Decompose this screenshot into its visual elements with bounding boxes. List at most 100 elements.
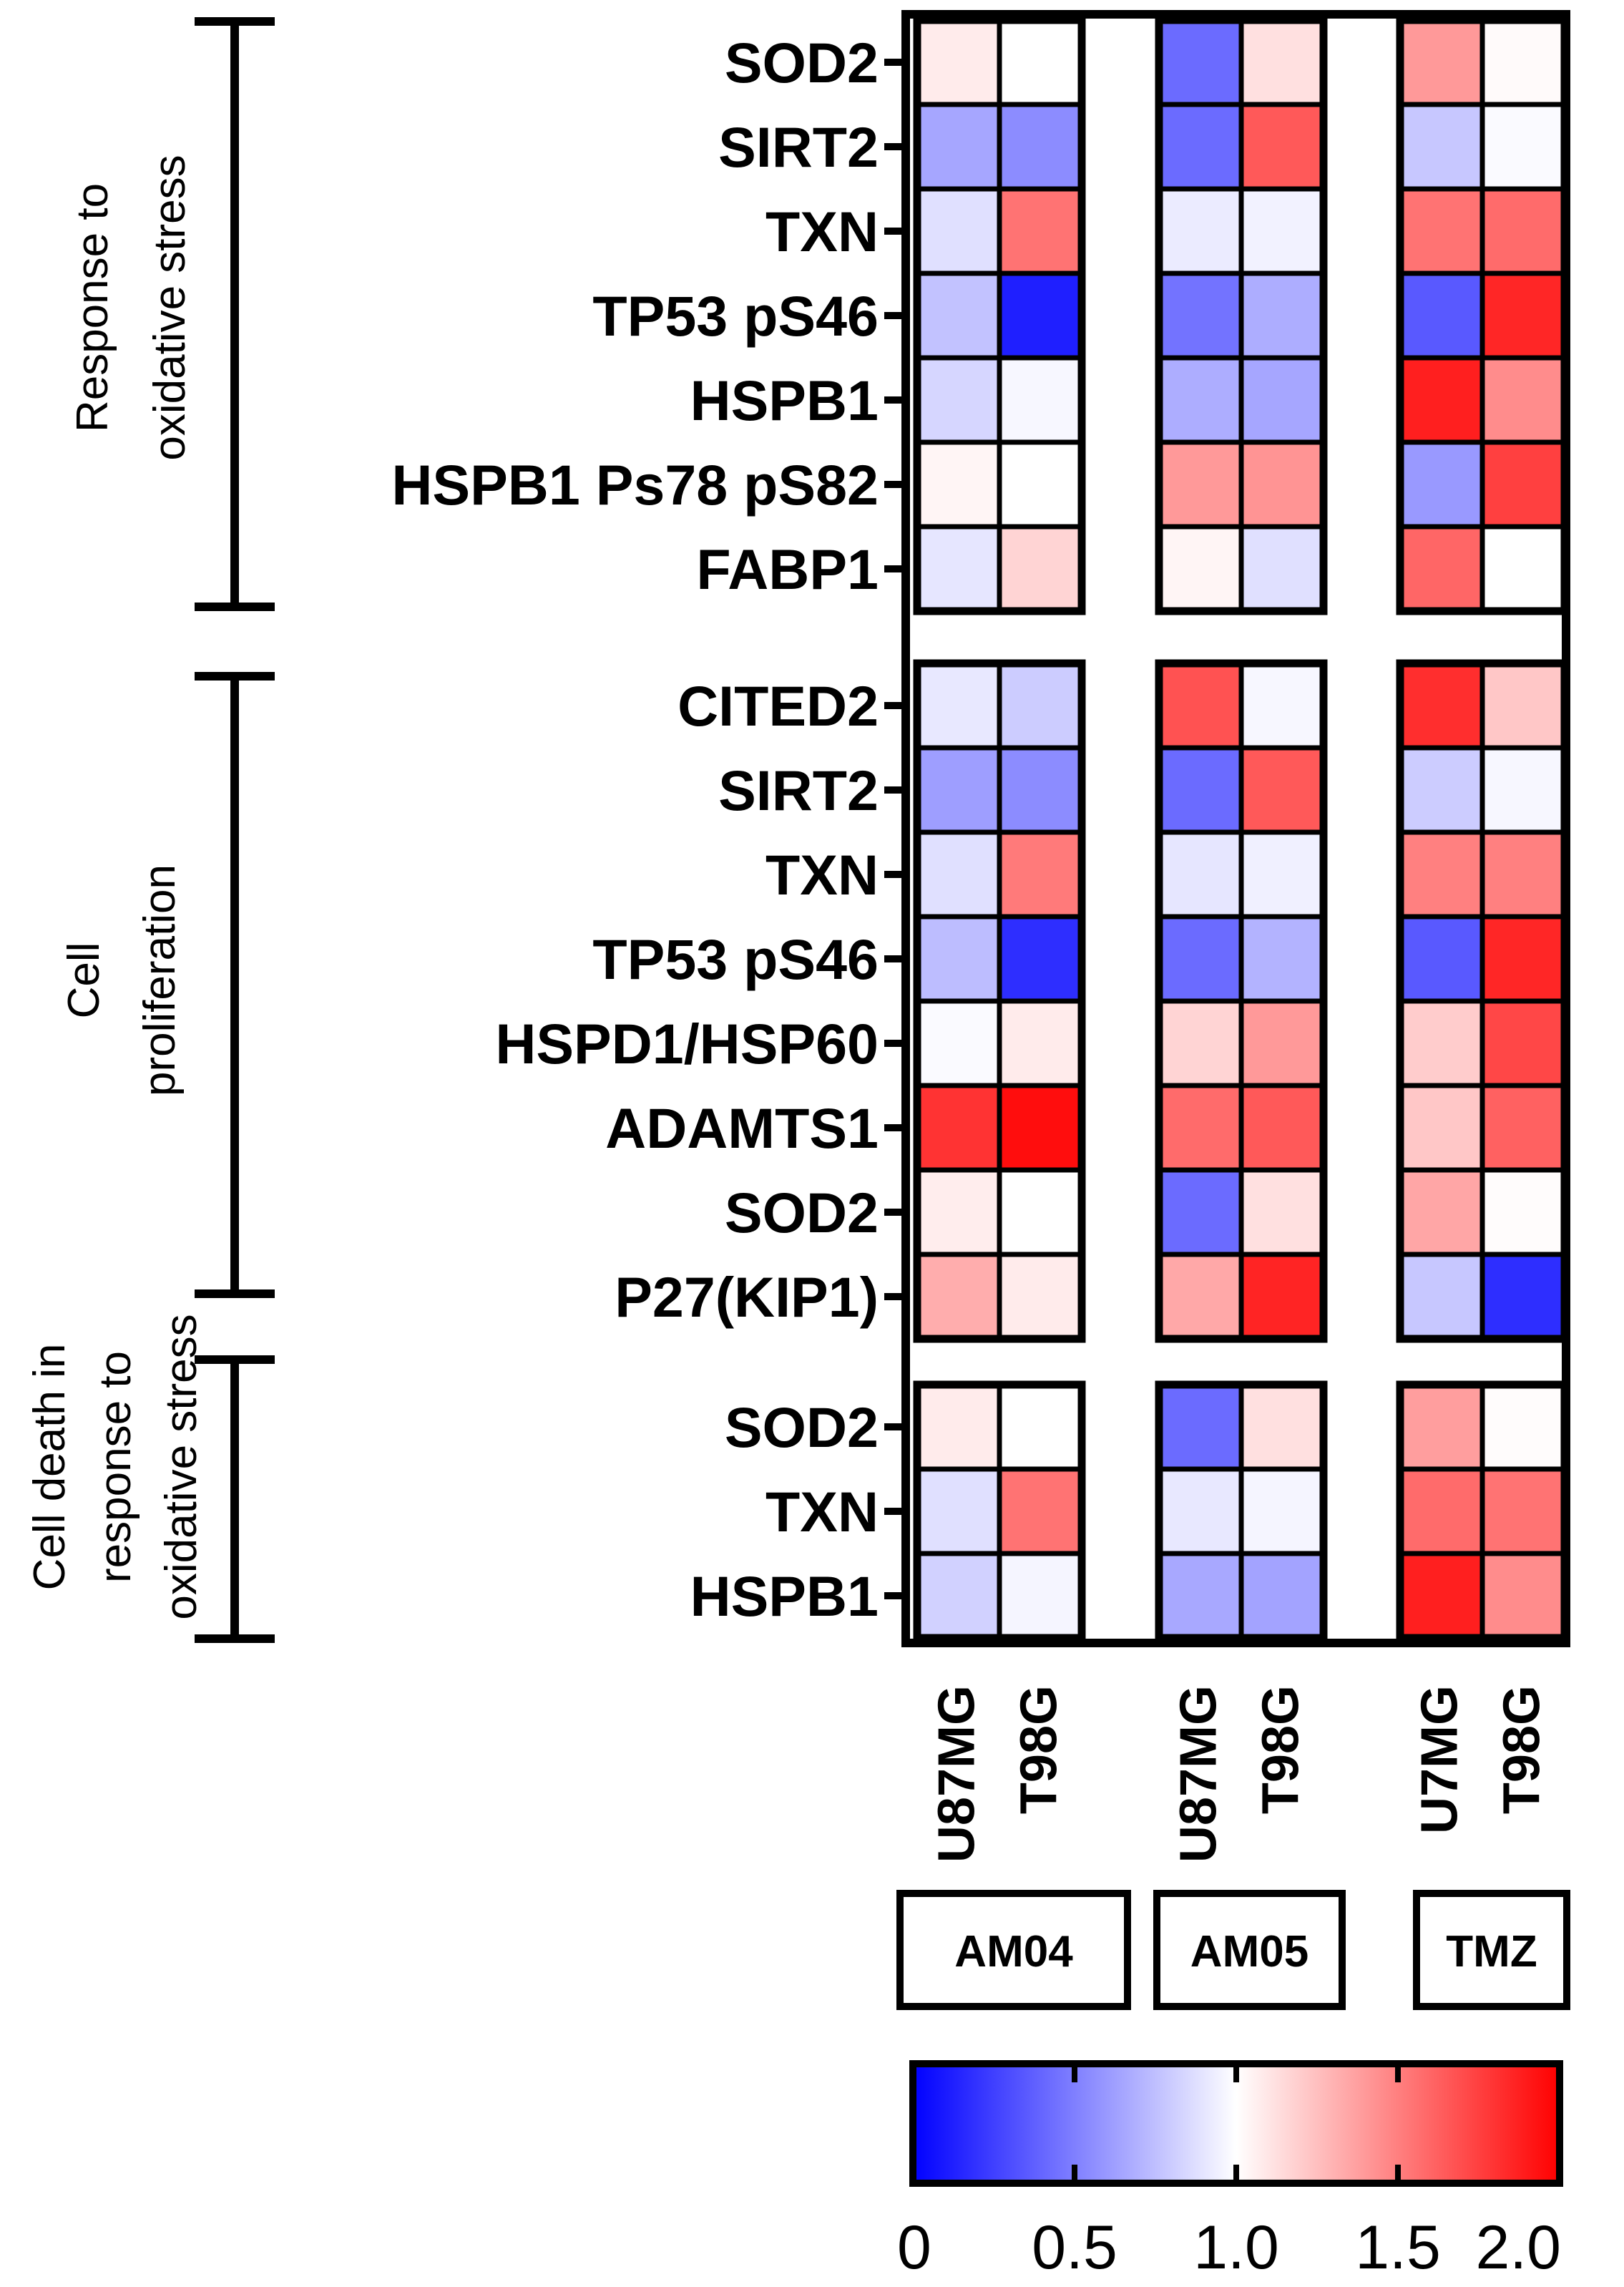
heatmap-cell <box>1397 1167 1485 1257</box>
treatment-box <box>896 1890 1131 2010</box>
heatmap-cell <box>997 355 1085 445</box>
heatmap-cell <box>1238 524 1326 614</box>
heatmap-block-border <box>1155 16 1328 615</box>
heatmap-cell <box>914 829 1002 920</box>
heatmap-cell <box>914 102 1002 192</box>
heatmap-cell <box>997 1551 1085 1641</box>
row-label: TXN <box>765 843 879 907</box>
heatmap-cell <box>997 1466 1085 1556</box>
heatmap-cell <box>1238 998 1326 1088</box>
heatmap-cell <box>997 914 1085 1004</box>
section-label: proliferation <box>135 864 185 1096</box>
heatmap-cell <box>1238 17 1326 107</box>
row-label: HSPD1/HSP60 <box>495 1012 879 1076</box>
row-label: HSPB1 <box>690 369 879 432</box>
heatmap-cell <box>1156 1466 1244 1556</box>
heatmap-cell <box>914 1083 1002 1173</box>
row-label: SOD2 <box>725 31 879 94</box>
row-label: SIRT2 <box>718 115 879 179</box>
heatmap-cell <box>997 660 1085 751</box>
heatmap-cell <box>1397 829 1485 920</box>
heatmap-cell <box>914 355 1002 445</box>
section-label: Cell <box>59 942 109 1019</box>
heatmap-cell <box>914 524 1002 614</box>
heatmap-cell <box>1156 745 1244 835</box>
heatmap-block-border <box>1155 1380 1328 1642</box>
heatmap-cell <box>1238 270 1326 361</box>
heatmap-cell <box>914 1167 1002 1257</box>
heatmap-cell <box>914 745 1002 835</box>
colorbar-tick-label: 0 <box>897 2213 931 2282</box>
heatmap-block-border <box>1396 1380 1569 1642</box>
heatmap-cell <box>1156 439 1244 530</box>
heatmap-cell <box>1238 186 1326 276</box>
heatmap-cell <box>914 660 1002 751</box>
column-label: U7MG <box>1412 1685 1469 1834</box>
heatmap-cell <box>1479 102 1567 192</box>
row-label: SOD2 <box>725 1395 879 1459</box>
heatmap-cell <box>997 829 1085 920</box>
row-labels: SOD2 SIRT2 TXN TP53 pS46 HSPB1 HSPB1 Ps78 pS8… <box>391 31 909 1628</box>
heatmap-cell <box>997 439 1085 530</box>
row-label: SOD2 <box>725 1181 879 1244</box>
column-label: T98G <box>1011 1685 1068 1814</box>
heatmap-cell <box>1479 998 1567 1088</box>
heatmap-cell <box>1397 1252 1485 1342</box>
row-label: HSPB1 <box>690 1564 879 1628</box>
heatmap-cell <box>1238 660 1326 751</box>
heatmap-cell <box>1238 1083 1326 1173</box>
heatmap-cell <box>1479 524 1567 614</box>
treatment-label: AM05 <box>1190 1927 1309 1976</box>
row-label: SIRT2 <box>718 759 879 822</box>
heatmap-cell <box>1397 745 1485 835</box>
heatmap-cell <box>1479 186 1567 276</box>
heatmap-cell <box>1397 270 1485 361</box>
heatmap-block-border <box>913 659 1086 1343</box>
treatment-box <box>1413 1890 1570 2010</box>
heatmap-cell <box>914 439 1002 530</box>
heatmap-cell <box>914 1466 1002 1556</box>
heatmap-cell <box>1238 1551 1326 1641</box>
heatmap-cell <box>1238 1466 1326 1556</box>
heatmap-cell <box>1156 186 1244 276</box>
heatmap-cell <box>1238 1167 1326 1257</box>
heatmap-cell <box>1156 1167 1244 1257</box>
heatmap-cell <box>1156 270 1244 361</box>
heatmap-cell <box>1156 914 1244 1004</box>
heatmap-cell <box>997 186 1085 276</box>
heatmap-cell <box>1479 355 1567 445</box>
heatmap-cell <box>1238 439 1326 530</box>
row-label: HSPB1 Ps78 pS82 <box>391 453 879 517</box>
treatment-boxes: AM04 AM05 TMZ <box>896 1890 1570 2010</box>
heatmap-cell <box>997 102 1085 192</box>
heatmap-cell <box>1479 1551 1567 1641</box>
treatment-box <box>1153 1890 1346 2010</box>
heatmap-cell <box>914 186 1002 276</box>
heatmap-cell <box>997 998 1085 1088</box>
heatmap-cell <box>997 524 1085 614</box>
heatmap-cell <box>1397 660 1485 751</box>
heatmap-cell <box>1397 998 1485 1088</box>
colorbar: 0 0.5 1.0 1.5 2.0 <box>897 2060 1563 2282</box>
heatmap-cell <box>997 745 1085 835</box>
row-label: CITED2 <box>678 674 879 738</box>
colorbar-tick-label: 1.5 <box>1355 2213 1441 2282</box>
heatmap-cell <box>914 1252 1002 1342</box>
heatmap-cell <box>997 1083 1085 1173</box>
treatment-label: TMZ <box>1446 1927 1537 1976</box>
colorbar-tick-label: 2.0 <box>1475 2213 1561 2282</box>
heatmap-cell <box>1156 355 1244 445</box>
heatmap-block-border <box>1155 659 1328 1343</box>
row-group-brackets: Response to oxidative stress Cell prolifera… <box>25 17 275 1643</box>
heatmap-cell <box>997 1252 1085 1342</box>
heatmap-cell <box>1479 1167 1567 1257</box>
row-label: FABP1 <box>696 537 879 601</box>
heatmap-cell <box>1397 186 1485 276</box>
row-label: ADAMTS1 <box>605 1096 879 1160</box>
column-label: T98G <box>1253 1685 1310 1814</box>
colorbar-tick-label: 1.0 <box>1193 2213 1279 2282</box>
heatmap-cell <box>997 1167 1085 1257</box>
heatmap-cell <box>1397 524 1485 614</box>
heatmap-cell <box>1156 102 1244 192</box>
heatmap-cell <box>1479 660 1567 751</box>
